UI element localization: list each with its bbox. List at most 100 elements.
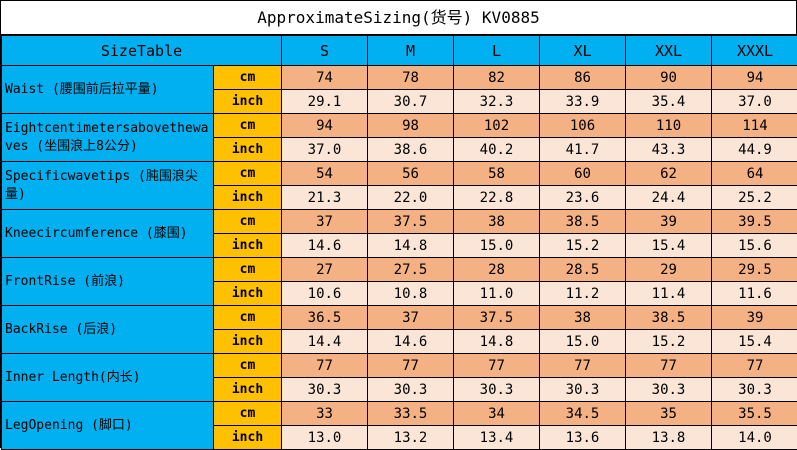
cm-value: 62	[626, 162, 712, 186]
inch-value: 11.2	[540, 282, 626, 306]
unit-label-cm: cm	[214, 258, 282, 282]
cm-value: 77	[368, 354, 454, 378]
inch-value: 14.8	[368, 234, 454, 258]
inch-value: 15.4	[626, 234, 712, 258]
cm-value: 77	[282, 354, 368, 378]
inch-value: 41.7	[540, 138, 626, 162]
measurement-name: Inner Length(内长)	[2, 354, 214, 402]
inch-value: 35.4	[626, 90, 712, 114]
inch-value: 24.4	[626, 186, 712, 210]
cm-value: 54	[282, 162, 368, 186]
inch-value: 15.0	[540, 330, 626, 354]
inch-value: 15.2	[540, 234, 626, 258]
size-header: L	[454, 36, 540, 66]
inch-value: 10.6	[282, 282, 368, 306]
inch-value: 30.3	[282, 378, 368, 402]
measurement-name: Eightcentimetersabovethewaves (坐围浪上8公分)	[2, 114, 214, 162]
cm-value: 94	[282, 114, 368, 138]
cm-value: 37.5	[454, 306, 540, 330]
unit-label-cm: cm	[214, 114, 282, 138]
unit-label-cm: cm	[214, 306, 282, 330]
cm-value: 34	[454, 402, 540, 426]
measurement-name: LegOpening (脚口)	[2, 402, 214, 450]
inch-value: 22.0	[368, 186, 454, 210]
cm-value: 78	[368, 66, 454, 90]
cm-value: 27	[282, 258, 368, 282]
inch-value: 13.6	[540, 426, 626, 450]
header-row: SizeTable S M L XL XXL XXXL	[2, 36, 797, 66]
cm-value: 60	[540, 162, 626, 186]
cm-value: 39	[626, 210, 712, 234]
cm-value: 77	[454, 354, 540, 378]
unit-label-inch: inch	[214, 186, 282, 210]
cm-value: 74	[282, 66, 368, 90]
inch-value: 30.3	[540, 378, 626, 402]
inch-value: 37.0	[712, 90, 797, 114]
cm-value: 34.5	[540, 402, 626, 426]
cm-value: 27.5	[368, 258, 454, 282]
unit-label-inch: inch	[214, 426, 282, 450]
cm-value: 38.5	[626, 306, 712, 330]
unit-label-inch: inch	[214, 378, 282, 402]
cm-value: 28	[454, 258, 540, 282]
inch-value: 30.3	[368, 378, 454, 402]
inch-value: 37.0	[282, 138, 368, 162]
cm-value: 35	[626, 402, 712, 426]
unit-label-cm: cm	[214, 354, 282, 378]
inch-value: 32.3	[454, 90, 540, 114]
cm-value: 36.5	[282, 306, 368, 330]
cm-value: 106	[540, 114, 626, 138]
inch-value: 14.0	[712, 426, 797, 450]
cm-value: 33.5	[368, 402, 454, 426]
inch-value: 14.6	[282, 234, 368, 258]
cm-value: 77	[712, 354, 797, 378]
inch-value: 21.3	[282, 186, 368, 210]
unit-label-inch: inch	[214, 90, 282, 114]
unit-label-inch: inch	[214, 138, 282, 162]
inch-value: 44.9	[712, 138, 797, 162]
inch-value: 15.4	[712, 330, 797, 354]
cm-value: 28.5	[540, 258, 626, 282]
cm-value: 38.5	[540, 210, 626, 234]
inch-value: 25.2	[712, 186, 797, 210]
unit-label-cm: cm	[214, 210, 282, 234]
cm-value: 29.5	[712, 258, 797, 282]
inch-value: 14.8	[454, 330, 540, 354]
unit-label-inch: inch	[214, 282, 282, 306]
inch-value: 13.4	[454, 426, 540, 450]
size-header: XL	[540, 36, 626, 66]
cm-value: 38	[540, 306, 626, 330]
inch-value: 30.7	[368, 90, 454, 114]
unit-label-cm: cm	[214, 162, 282, 186]
cm-value: 35.5	[712, 402, 797, 426]
measurement-name: Kneecircumference (膝围)	[2, 210, 214, 258]
inch-value: 15.2	[626, 330, 712, 354]
inch-value: 38.6	[368, 138, 454, 162]
inch-value: 13.8	[626, 426, 712, 450]
cm-value: 58	[454, 162, 540, 186]
cm-value: 39	[712, 306, 797, 330]
inch-value: 15.6	[712, 234, 797, 258]
inch-value: 30.3	[626, 378, 712, 402]
inch-value: 11.0	[454, 282, 540, 306]
inch-value: 13.2	[368, 426, 454, 450]
inch-value: 43.3	[626, 138, 712, 162]
inch-value: 40.2	[454, 138, 540, 162]
cm-value: 33	[282, 402, 368, 426]
cm-value: 37	[282, 210, 368, 234]
size-header: XXXL	[712, 36, 797, 66]
unit-label-cm: cm	[214, 66, 282, 90]
inch-value: 14.4	[282, 330, 368, 354]
cm-value: 77	[540, 354, 626, 378]
unit-label-inch: inch	[214, 234, 282, 258]
unit-label-inch: inch	[214, 330, 282, 354]
measurement-name: Specificwavetips (肫围浪尖量)	[2, 162, 214, 210]
cm-value: 90	[626, 66, 712, 90]
size-header: XXL	[626, 36, 712, 66]
cm-value: 29	[626, 258, 712, 282]
